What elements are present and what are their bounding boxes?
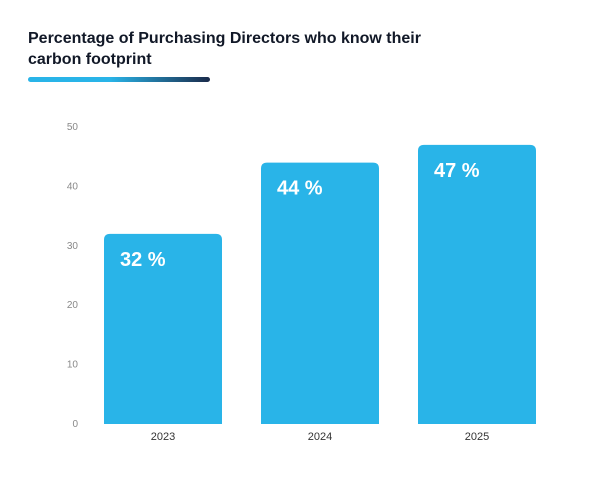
bar-2024 xyxy=(261,162,379,424)
chart-title: Percentage of Purchasing Directors who k… xyxy=(28,30,421,68)
x-tick-label: 2024 xyxy=(308,431,332,443)
bar-value-label: 47 % xyxy=(434,160,480,182)
x-tick-label: 2023 xyxy=(151,431,175,443)
y-tick-label: 30 xyxy=(67,241,79,252)
y-tick-label: 10 xyxy=(67,360,79,371)
bar-2025 xyxy=(418,144,536,424)
x-tick-label: 2025 xyxy=(465,431,489,443)
y-tick-label: 50 xyxy=(67,122,79,133)
bar-2023 xyxy=(104,233,222,424)
y-tick-label: 20 xyxy=(67,300,79,311)
title-underline xyxy=(28,77,210,82)
bar-value-label: 44 % xyxy=(277,178,323,200)
y-tick-label: 0 xyxy=(72,419,78,430)
bar-value-label: 32 % xyxy=(120,249,166,271)
y-tick-label: 40 xyxy=(67,181,79,192)
